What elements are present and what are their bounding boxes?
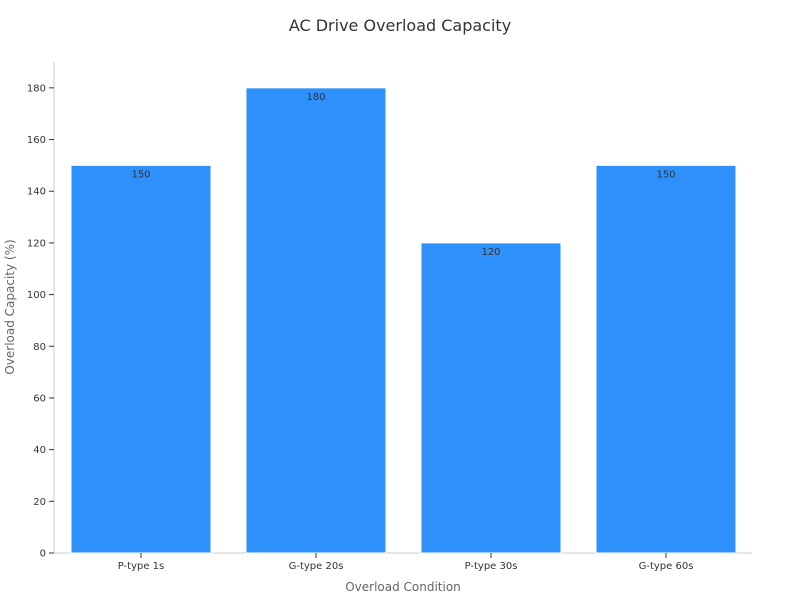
y-tick-label: 100 <box>27 290 46 301</box>
bar-p-type-1s <box>70 164 212 554</box>
y-tick-label: 80 <box>33 342 46 353</box>
bar-value-label: 180 <box>306 92 325 103</box>
y-tick-label: 120 <box>27 238 46 249</box>
bar-g-type-60s <box>595 164 737 554</box>
bar-g-type-20s <box>245 87 387 554</box>
x-axis-label: Overload Condition <box>345 580 461 594</box>
y-tick-label: 60 <box>33 393 46 404</box>
x-tick-label: P-type 30s <box>465 561 518 572</box>
y-tick-label: 160 <box>27 135 46 146</box>
y-tick-label: 20 <box>33 497 46 508</box>
y-tick-label: 140 <box>27 187 46 198</box>
bar-value-label: 120 <box>481 247 500 258</box>
y-tick-label: 180 <box>27 83 46 94</box>
x-tick-label: P-type 1s <box>118 561 165 572</box>
y-tick-label: 0 <box>40 549 46 560</box>
bar-value-label: 150 <box>656 169 675 180</box>
chart-title: AC Drive Overload Capacity <box>289 16 511 35</box>
x-tick-label: G-type 60s <box>639 561 694 572</box>
y-axis-label: Overload Capacity (%) <box>3 239 17 374</box>
bar-value-label: 150 <box>131 169 150 180</box>
bar-p-type-30s <box>420 242 562 554</box>
x-tick-label: G-type 20s <box>289 561 344 572</box>
y-tick-label: 40 <box>33 445 46 456</box>
plot-area: 0 20 40 60 80 100 120 140 160 180 150 P-type 1s 180 G… <box>27 62 752 572</box>
